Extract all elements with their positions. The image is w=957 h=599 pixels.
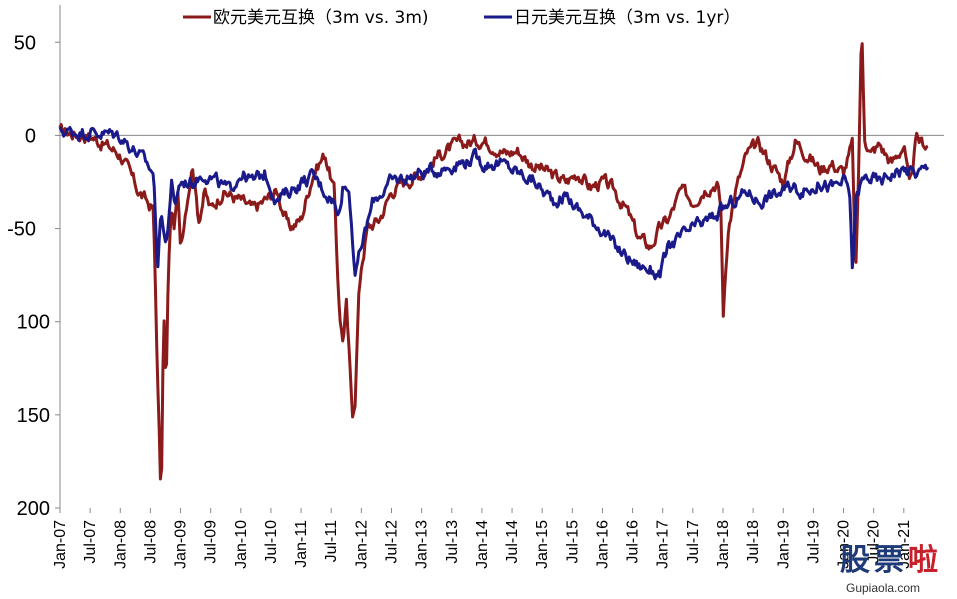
x-tick-label: Jul-17 (685, 520, 702, 564)
series-line-1 (58, 42, 929, 481)
x-tick-label: Jul-11 (323, 520, 340, 562)
y-tick-label: 100 (17, 312, 50, 334)
series-lines (58, 42, 930, 481)
legend-label-2: 日元美元互换（3m vs. 1yr） (514, 8, 740, 28)
x-tick-label: Jan-18 (715, 520, 732, 569)
x-tick-label: Jan-07 (52, 520, 69, 569)
x-tick-label: Jul-10 (263, 520, 280, 564)
watermark-char: 股 (840, 543, 870, 578)
x-tick-label: Jan-17 (655, 520, 672, 569)
x-tick-label: Jan-16 (594, 520, 611, 569)
legend: 欧元美元互换（3m vs. 3m) 日元美元互换（3m vs. 1yr） (183, 8, 740, 28)
x-tick-label: Jan-15 (534, 520, 551, 569)
y-tick-label: 150 (17, 405, 50, 427)
watermark: 股票啦 Gupiaola.com (840, 543, 938, 595)
x-tick-label: Jul-12 (383, 520, 400, 564)
x-tick-label: Jan-10 (233, 520, 250, 569)
x-tick-label: Jul-07 (82, 520, 99, 564)
x-tick-label: Jan-21 (896, 520, 913, 569)
y-tick-label: 0 (25, 125, 36, 147)
x-tick-label: Jan-09 (173, 520, 190, 569)
x-tick-label: Jan-08 (112, 520, 129, 569)
series-line-2 (58, 126, 930, 281)
x-tick-label: Jan-14 (474, 520, 491, 569)
x-tick-label: Jan-11 (293, 520, 310, 568)
x-tick-label: Jul-15 (564, 520, 581, 564)
x-tick-label: Jan-19 (775, 520, 792, 569)
y-tick-label: 50 (14, 32, 36, 54)
y-tick-label: 200 (17, 498, 50, 520)
x-tick-label: Jul-20 (866, 520, 883, 564)
x-tick-label: Jul-09 (203, 520, 220, 564)
x-tick-label: Jul-18 (745, 520, 762, 564)
x-tick-label: Jul-13 (444, 520, 461, 564)
x-tick-label: Jul-19 (805, 520, 822, 564)
axes (55, 5, 944, 513)
x-tick-label: Jan-12 (353, 520, 370, 569)
x-tick-label: Jul-16 (625, 520, 642, 564)
watermark-url: Gupiaola.com (846, 581, 920, 595)
legend-label-1: 欧元美元互换（3m vs. 3m) (213, 8, 429, 28)
x-tick-label: Jul-08 (142, 520, 159, 564)
x-tick-label: Jul-14 (504, 520, 521, 564)
y-tick-label: -50 (7, 219, 36, 241)
x-axis-tick-labels: Jan-07 Jul-07 Jan-08 Jul-08 Jan-09 Jul-09 Jan-… (52, 520, 913, 569)
y-axis-tick-labels: 50 0 -50 100 150 200 (7, 32, 50, 520)
x-tick-label: Jan-13 (414, 520, 431, 569)
watermark-char: 票 (874, 543, 904, 578)
x-tick-label: Jan-20 (836, 520, 853, 569)
watermark-char: 啦 (908, 543, 938, 578)
